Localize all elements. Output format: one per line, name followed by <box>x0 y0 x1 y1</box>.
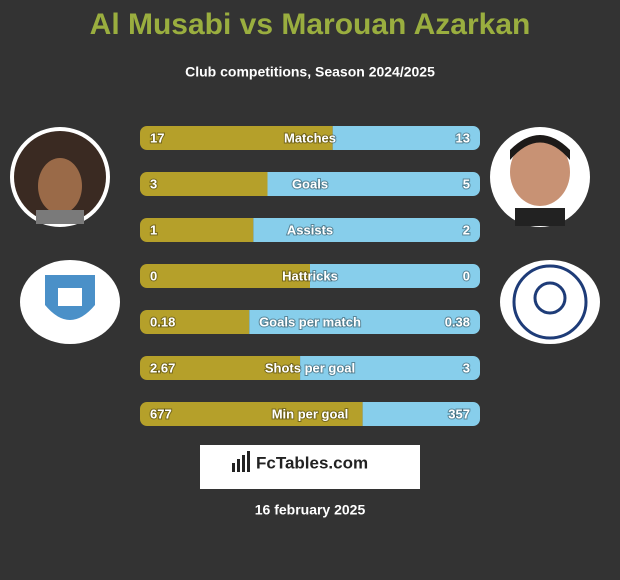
right-bar <box>332 126 480 150</box>
player-right-photo <box>490 127 590 227</box>
subtitle: Club competitions, Season 2024/2025 <box>185 64 435 80</box>
stat-row <box>140 402 480 426</box>
club-right-logo <box>500 260 600 344</box>
left-value: 1 <box>150 222 157 237</box>
right-value: 0.38 <box>445 314 470 329</box>
right-bar <box>267 172 480 196</box>
right-value: 5 <box>463 176 470 191</box>
stat-label: Goals <box>292 176 328 191</box>
left-bar <box>140 356 301 380</box>
left-value: 0 <box>150 268 157 283</box>
right-value: 357 <box>448 406 470 421</box>
player-left-photo <box>10 127 110 227</box>
left-value: 3 <box>150 176 157 191</box>
left-bar <box>140 264 310 288</box>
stat-label: Matches <box>284 130 336 145</box>
right-bar <box>300 356 480 380</box>
stat-label: Assists <box>287 222 333 237</box>
left-value: 677 <box>150 406 172 421</box>
stat-row <box>140 310 480 334</box>
title: Al Musabi vs Marouan Azarkan <box>90 8 531 41</box>
right-value: 2 <box>463 222 470 237</box>
left-bar <box>140 402 363 426</box>
right-value: 13 <box>456 130 470 145</box>
left-bar <box>140 172 268 196</box>
stat-row <box>140 356 480 380</box>
stat-label: Hattricks <box>282 268 338 283</box>
right-bar <box>310 264 480 288</box>
club-left-logo <box>20 260 120 344</box>
right-bar <box>253 218 480 242</box>
left-value: 2.67 <box>150 360 175 375</box>
stat-label: Goals per match <box>259 314 361 329</box>
logo-icon <box>232 451 250 472</box>
left-value: 0.18 <box>150 314 175 329</box>
right-value: 0 <box>463 268 470 283</box>
date: 16 february 2025 <box>255 502 366 518</box>
stat-row <box>140 126 480 150</box>
logo-text: FcTables.com <box>256 453 368 472</box>
left-bar <box>140 126 333 150</box>
stat-row <box>140 264 480 288</box>
stat-label: Shots per goal <box>265 360 355 375</box>
logo-box <box>200 445 420 489</box>
stat-row <box>140 172 480 196</box>
left-bar <box>140 310 250 334</box>
stat-label: Min per goal <box>272 406 349 421</box>
right-value: 3 <box>463 360 470 375</box>
stat-row <box>140 218 480 242</box>
right-bar <box>249 310 480 334</box>
right-bar <box>362 402 480 426</box>
left-bar <box>140 218 254 242</box>
left-value: 17 <box>150 130 164 145</box>
